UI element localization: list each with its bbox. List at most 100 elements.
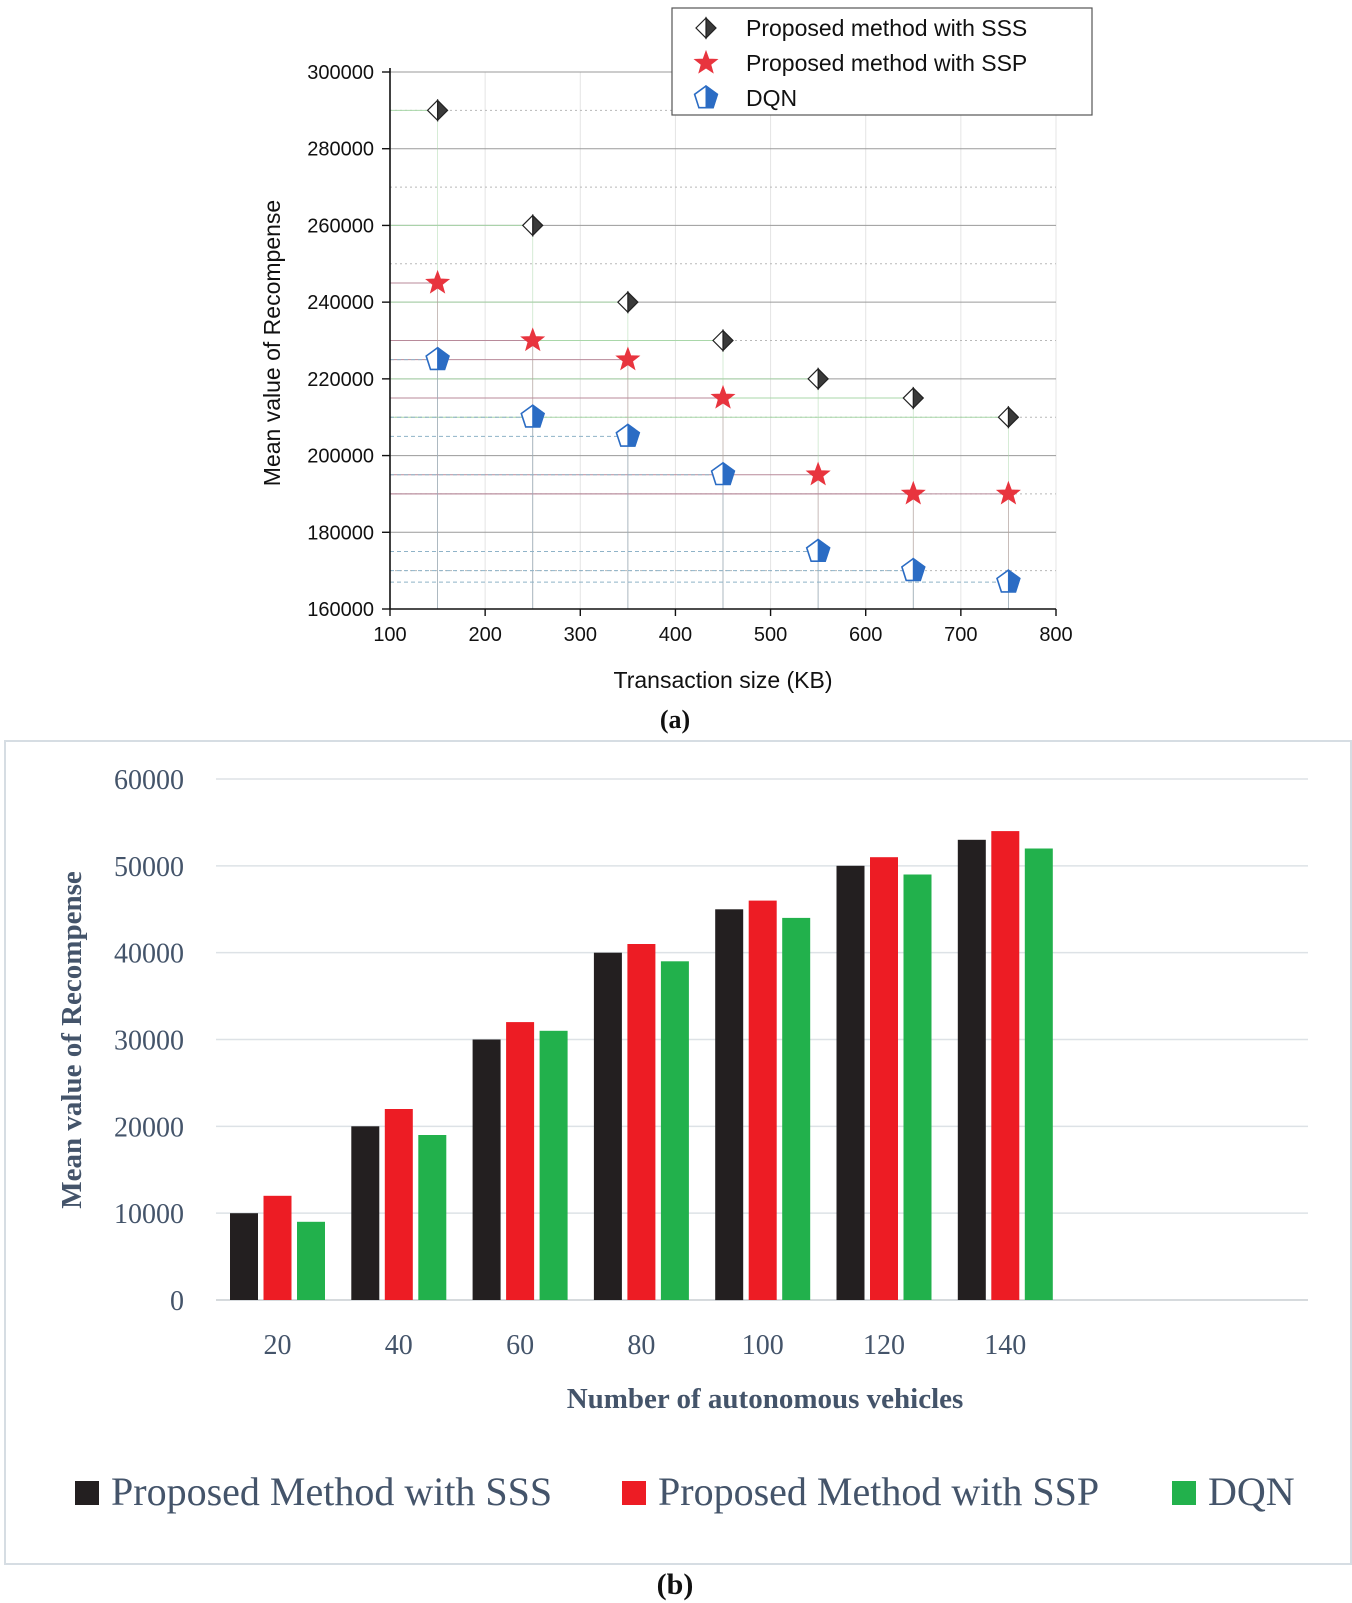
x-tick-label: 700 [944, 624, 977, 646]
bar [660, 961, 689, 1300]
bar [297, 1221, 325, 1300]
legend-item: Proposed Method with SSP [622, 1469, 1099, 1514]
bar [418, 1135, 447, 1300]
data-point-half-pentagon [520, 404, 546, 428]
x-tick-label: 600 [849, 624, 882, 646]
data-point-star [710, 384, 736, 409]
y-tick-label: 280000 [307, 139, 374, 161]
y-tick-label: 20000 [114, 1112, 184, 1143]
x-tick-label: 120 [863, 1330, 905, 1361]
y-tick-label: 260000 [307, 215, 374, 237]
y-tick-label: 10000 [114, 1199, 184, 1230]
legend-label: DQN [1208, 1469, 1295, 1514]
bar [472, 1039, 501, 1300]
bar [870, 857, 898, 1300]
bar [593, 952, 622, 1300]
x-tick-label: 100 [373, 624, 406, 646]
legend-marker [693, 85, 719, 109]
y-tick-label: 0 [170, 1286, 184, 1317]
data-point-star [520, 327, 546, 352]
y-tick-label: 180000 [307, 522, 374, 544]
data-point-half-diamond [426, 98, 449, 122]
bar [957, 839, 986, 1300]
legend-label: DQN [746, 85, 797, 111]
data-point-star [995, 480, 1021, 505]
x-tick-label: 40 [385, 1330, 413, 1361]
bar [384, 1109, 413, 1300]
legend-swatch [622, 1481, 646, 1505]
legend: Proposed method with SSS Proposed method … [671, 7, 1093, 116]
bar [748, 900, 777, 1300]
data-point-half-pentagon [996, 569, 1021, 593]
y-tick-label: 60000 [114, 765, 184, 796]
legend-box [671, 7, 1093, 116]
x-tick-label: 20 [264, 1330, 292, 1361]
legend-item: Proposed Method with SSS [75, 1469, 552, 1514]
data-point-half-pentagon [615, 423, 641, 447]
bar [539, 1030, 568, 1300]
x-tick-label: 300 [564, 624, 597, 646]
tick-labels: 100 200 300 400 500 600 700 800 160000 180000 2000… [307, 62, 1072, 646]
bar [782, 917, 811, 1300]
data-point-star [425, 269, 451, 294]
bar [715, 909, 744, 1301]
axes [382, 68, 1057, 616]
legend-swatch [1172, 1481, 1196, 1505]
data-point-half-diamond [807, 367, 829, 391]
data-points [425, 98, 1021, 593]
bar [903, 874, 932, 1300]
panel-label-a: (a) [660, 705, 690, 734]
bar [991, 831, 1020, 1300]
legend-label: Proposed Method with SSP [658, 1469, 1099, 1514]
legend-label: Proposed method with SSS [746, 15, 1027, 41]
y-tick-label: 240000 [307, 292, 374, 314]
x-tick-label: 200 [468, 624, 501, 646]
data-point-half-pentagon [710, 461, 736, 486]
bar [627, 944, 656, 1300]
guide-lines [390, 109, 1009, 609]
legend-item: Proposed method with SSP [693, 49, 1027, 76]
legend-marker [693, 49, 719, 74]
data-point-half-diamond [902, 386, 925, 410]
bar [1024, 848, 1053, 1300]
x-axis-label: Transaction size (KB) [614, 667, 833, 693]
panel-label-b: (b) [657, 1568, 694, 1601]
bar [263, 1195, 292, 1300]
x-tick-label: 140 [984, 1330, 1026, 1361]
bar [230, 1213, 258, 1300]
bar [836, 865, 865, 1300]
scatter-chart-panel-a: 100 200 300 400 500 600 700 800 160000 180000 2000… [259, 7, 1093, 734]
tick-labels: 0 10000 20000 30000 40000 50000 60000 20 40 60 80 1… [114, 765, 1026, 1361]
legend-item: DQN [693, 85, 797, 111]
bar-chart-panel-b: 0 10000 20000 30000 40000 50000 60000 20 40 60 80 1… [4, 740, 1352, 1601]
y-axis-label: Mean value of Recompense [259, 200, 285, 486]
data-point-half-diamond [617, 290, 639, 314]
y-tick-label: 30000 [114, 1026, 184, 1057]
legend-item: DQN [1172, 1469, 1295, 1514]
x-axis-label: Number of autonomous vehicles [567, 1383, 964, 1415]
y-tick-label: 40000 [114, 939, 184, 970]
bars [230, 831, 1053, 1301]
y-tick-label: 160000 [307, 599, 374, 621]
legend-swatch [75, 1481, 99, 1505]
data-point-half-pentagon [900, 557, 926, 582]
data-point-star [805, 461, 831, 486]
y-axis-label: Mean value of Recompense [56, 871, 88, 1209]
bar [351, 1126, 380, 1300]
y-tick-label: 220000 [307, 369, 374, 391]
bar [506, 1022, 535, 1300]
data-point-half-diamond [712, 329, 734, 352]
x-tick-label: 500 [754, 624, 787, 646]
x-tick-label: 100 [742, 1330, 784, 1361]
x-tick-label: 60 [506, 1330, 534, 1361]
data-point-star [900, 480, 926, 505]
legend-marker [695, 16, 717, 40]
y-tick-label: 50000 [114, 852, 184, 883]
x-tick-label: 80 [627, 1330, 655, 1361]
data-point-half-diamond [521, 213, 544, 237]
x-tick-label: 800 [1039, 624, 1072, 646]
legend-item: Proposed method with SSS [695, 15, 1027, 41]
y-tick-label: 200000 [307, 446, 374, 468]
data-point-half-diamond [997, 405, 1020, 429]
